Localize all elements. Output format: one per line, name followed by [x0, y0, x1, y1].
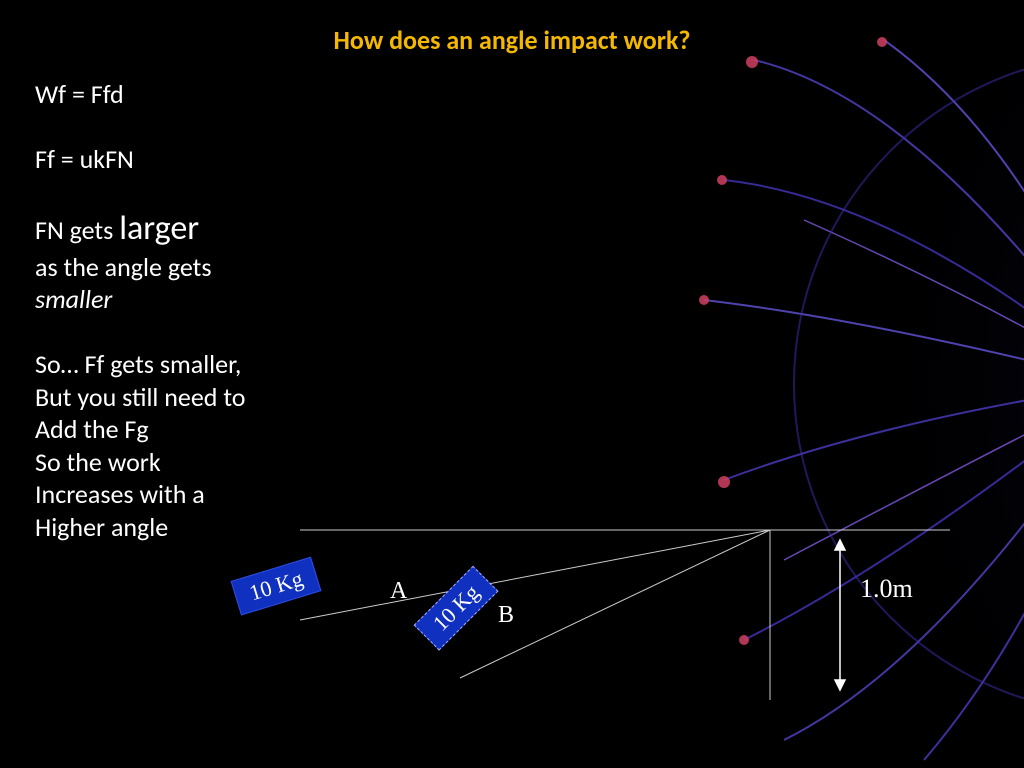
equation-wf: Wf = Ffd [35, 78, 246, 111]
diagram-lines [210, 490, 980, 750]
body-text: Wf = Ffd Ff = ukFN FN gets larger as the… [35, 78, 246, 543]
slide-title: How does an angle impact work? [0, 0, 1024, 56]
explanation-line: But you still need to [35, 381, 246, 414]
explanation-line: So the work [35, 446, 246, 479]
angle-label-a: A [390, 578, 407, 605]
incline-diagram: 10 Kg 10 Kg A B 1.0m [210, 490, 980, 750]
statement-angle: as the angle gets [35, 251, 246, 284]
height-label: 1.0m [860, 574, 913, 604]
statement-fn: FN gets larger [35, 208, 246, 251]
equation-ff: Ff = ukFN [35, 143, 246, 176]
word-larger: larger [119, 208, 199, 249]
explanation-line: Add the Fg [35, 413, 246, 446]
explanation-line: So… Ff gets smaller, [35, 348, 246, 381]
word-smaller: smaller [35, 283, 246, 316]
angle-label-b: B [498, 602, 514, 629]
